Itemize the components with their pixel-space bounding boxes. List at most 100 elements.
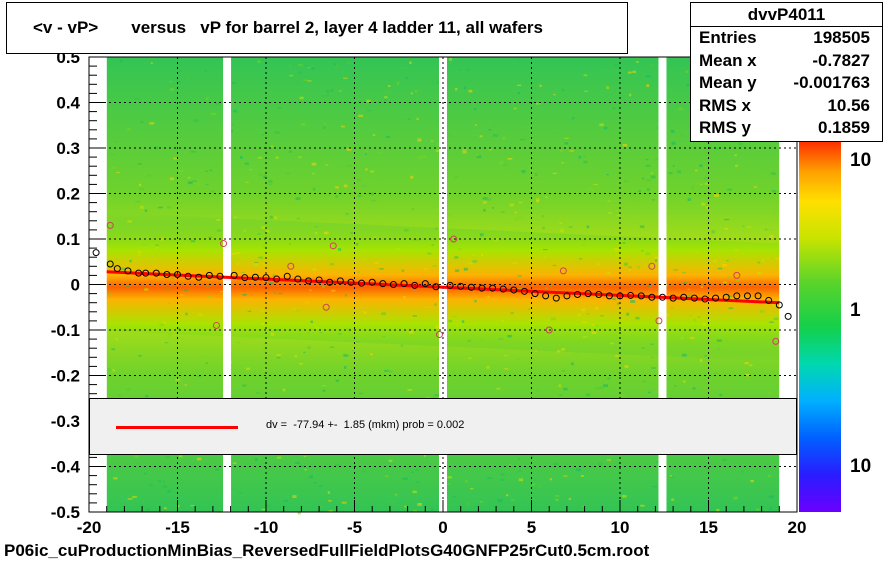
heatmap-cell	[138, 354, 142, 357]
heatmap-cell	[272, 274, 276, 277]
heatmap-cell	[176, 504, 180, 508]
heatmap-cell	[196, 182, 201, 186]
heatmap-cell	[621, 395, 626, 398]
profile-point	[241, 274, 249, 282]
heatmap-cell	[744, 362, 749, 365]
heatmap-cell	[607, 200, 611, 202]
heatmap-cell	[110, 153, 116, 156]
profile-point	[326, 278, 334, 286]
heatmap-cell	[329, 263, 334, 266]
heatmap-cell	[716, 339, 722, 342]
heatmap-cell	[384, 475, 389, 478]
heatmap-cell	[671, 141, 676, 145]
heatmap-cell	[242, 384, 247, 387]
heatmap-cell	[606, 459, 612, 461]
heatmap-cell	[169, 177, 174, 181]
heatmap-cell	[423, 454, 426, 457]
fit-legend: dv = -77.94 +- 1.85 (mkm) prob = 0.002	[89, 398, 797, 455]
heatmap-cell	[598, 462, 603, 466]
fit-line	[106, 270, 780, 305]
heatmap-cell	[116, 171, 120, 174]
heatmap-cell	[666, 313, 669, 317]
profile-point	[184, 272, 192, 280]
heatmap-cell	[507, 157, 513, 160]
heatmap-cell	[722, 458, 727, 462]
heatmap-cell	[699, 164, 703, 168]
heatmap-cell	[463, 86, 466, 90]
heatmap-cell	[243, 229, 247, 232]
heatmap-cell	[449, 62, 452, 65]
heatmap-cell	[127, 498, 133, 500]
heatmap-cell	[388, 85, 391, 87]
heatmap-cell	[354, 131, 360, 134]
heatmap-cell	[468, 357, 472, 359]
heatmap-cell	[559, 221, 563, 224]
stats-box: dvvP4011 Entries 198505 Mean x -0.7827 M…	[690, 2, 883, 142]
heatmap-cell	[361, 185, 367, 187]
heatmap-cell	[355, 243, 359, 246]
heatmap-cell	[350, 232, 353, 234]
heatmap-cell	[298, 156, 302, 158]
heatmap-cell	[687, 294, 693, 297]
heatmap-cell	[727, 276, 730, 279]
heatmap-cell	[427, 344, 431, 347]
y-tick-label: -0.1	[51, 321, 80, 340]
heatmap-cell	[373, 236, 376, 239]
heatmap-cell	[402, 477, 408, 480]
heatmap-cell	[599, 123, 604, 127]
heatmap-cell	[738, 143, 743, 145]
heatmap-cell	[205, 170, 208, 172]
heatmap-cell	[190, 231, 194, 233]
heatmap-cell	[637, 265, 640, 269]
heatmap-cell	[489, 148, 492, 151]
heatmap-cell	[622, 328, 626, 331]
heatmap-cell	[144, 209, 148, 212]
heatmap-cell	[365, 168, 368, 171]
heatmap-cell	[757, 261, 761, 264]
heatmap-cell	[309, 475, 314, 479]
heatmap-cell	[712, 259, 717, 263]
heatmap-cell	[775, 366, 780, 370]
outlier-point	[287, 262, 295, 270]
heatmap-cell	[521, 171, 526, 174]
heatmap-cell	[216, 229, 222, 232]
heatmap-cell	[274, 131, 280, 134]
heatmap-cell	[169, 80, 173, 83]
heatmap-cell	[339, 90, 342, 92]
heatmap-cell	[384, 369, 389, 372]
heatmap-cell	[343, 77, 348, 79]
heatmap-cell	[346, 62, 352, 64]
heatmap-cell	[358, 392, 364, 395]
heatmap-cell	[677, 170, 682, 174]
heatmap-cell	[357, 195, 362, 197]
heatmap-cell	[571, 191, 577, 193]
outlier-point	[435, 331, 443, 339]
heatmap-cell	[413, 239, 419, 241]
heatmap-cell	[370, 353, 373, 356]
heatmap-cell	[679, 134, 685, 137]
heatmap-cell	[241, 271, 245, 273]
heatmap-cell	[624, 365, 629, 368]
stats-histogram-name: dvvP4011	[691, 3, 882, 27]
heatmap-cell	[333, 63, 336, 67]
heatmap-cell	[543, 249, 548, 251]
heatmap-cell	[624, 180, 628, 182]
heatmap-cell	[647, 284, 651, 287]
heatmap-cell	[300, 123, 306, 126]
heatmap-cell	[670, 306, 674, 309]
heatmap-cell	[530, 455, 534, 459]
heatmap-cell	[703, 166, 707, 170]
heatmap-cell	[512, 262, 517, 265]
heatmap-cell	[472, 254, 476, 256]
heatmap-cell	[642, 177, 645, 180]
heatmap-cell	[249, 169, 252, 171]
heatmap-cell	[364, 150, 368, 154]
heatmap-cell	[672, 165, 675, 167]
heatmap-cell	[190, 151, 196, 153]
stats-label: RMS y	[699, 118, 751, 137]
heatmap-cell	[776, 190, 780, 193]
heatmap-cell	[615, 182, 619, 185]
heatmap-cell	[275, 156, 279, 159]
profile-point	[775, 301, 783, 309]
heatmap-cell	[629, 93, 632, 97]
